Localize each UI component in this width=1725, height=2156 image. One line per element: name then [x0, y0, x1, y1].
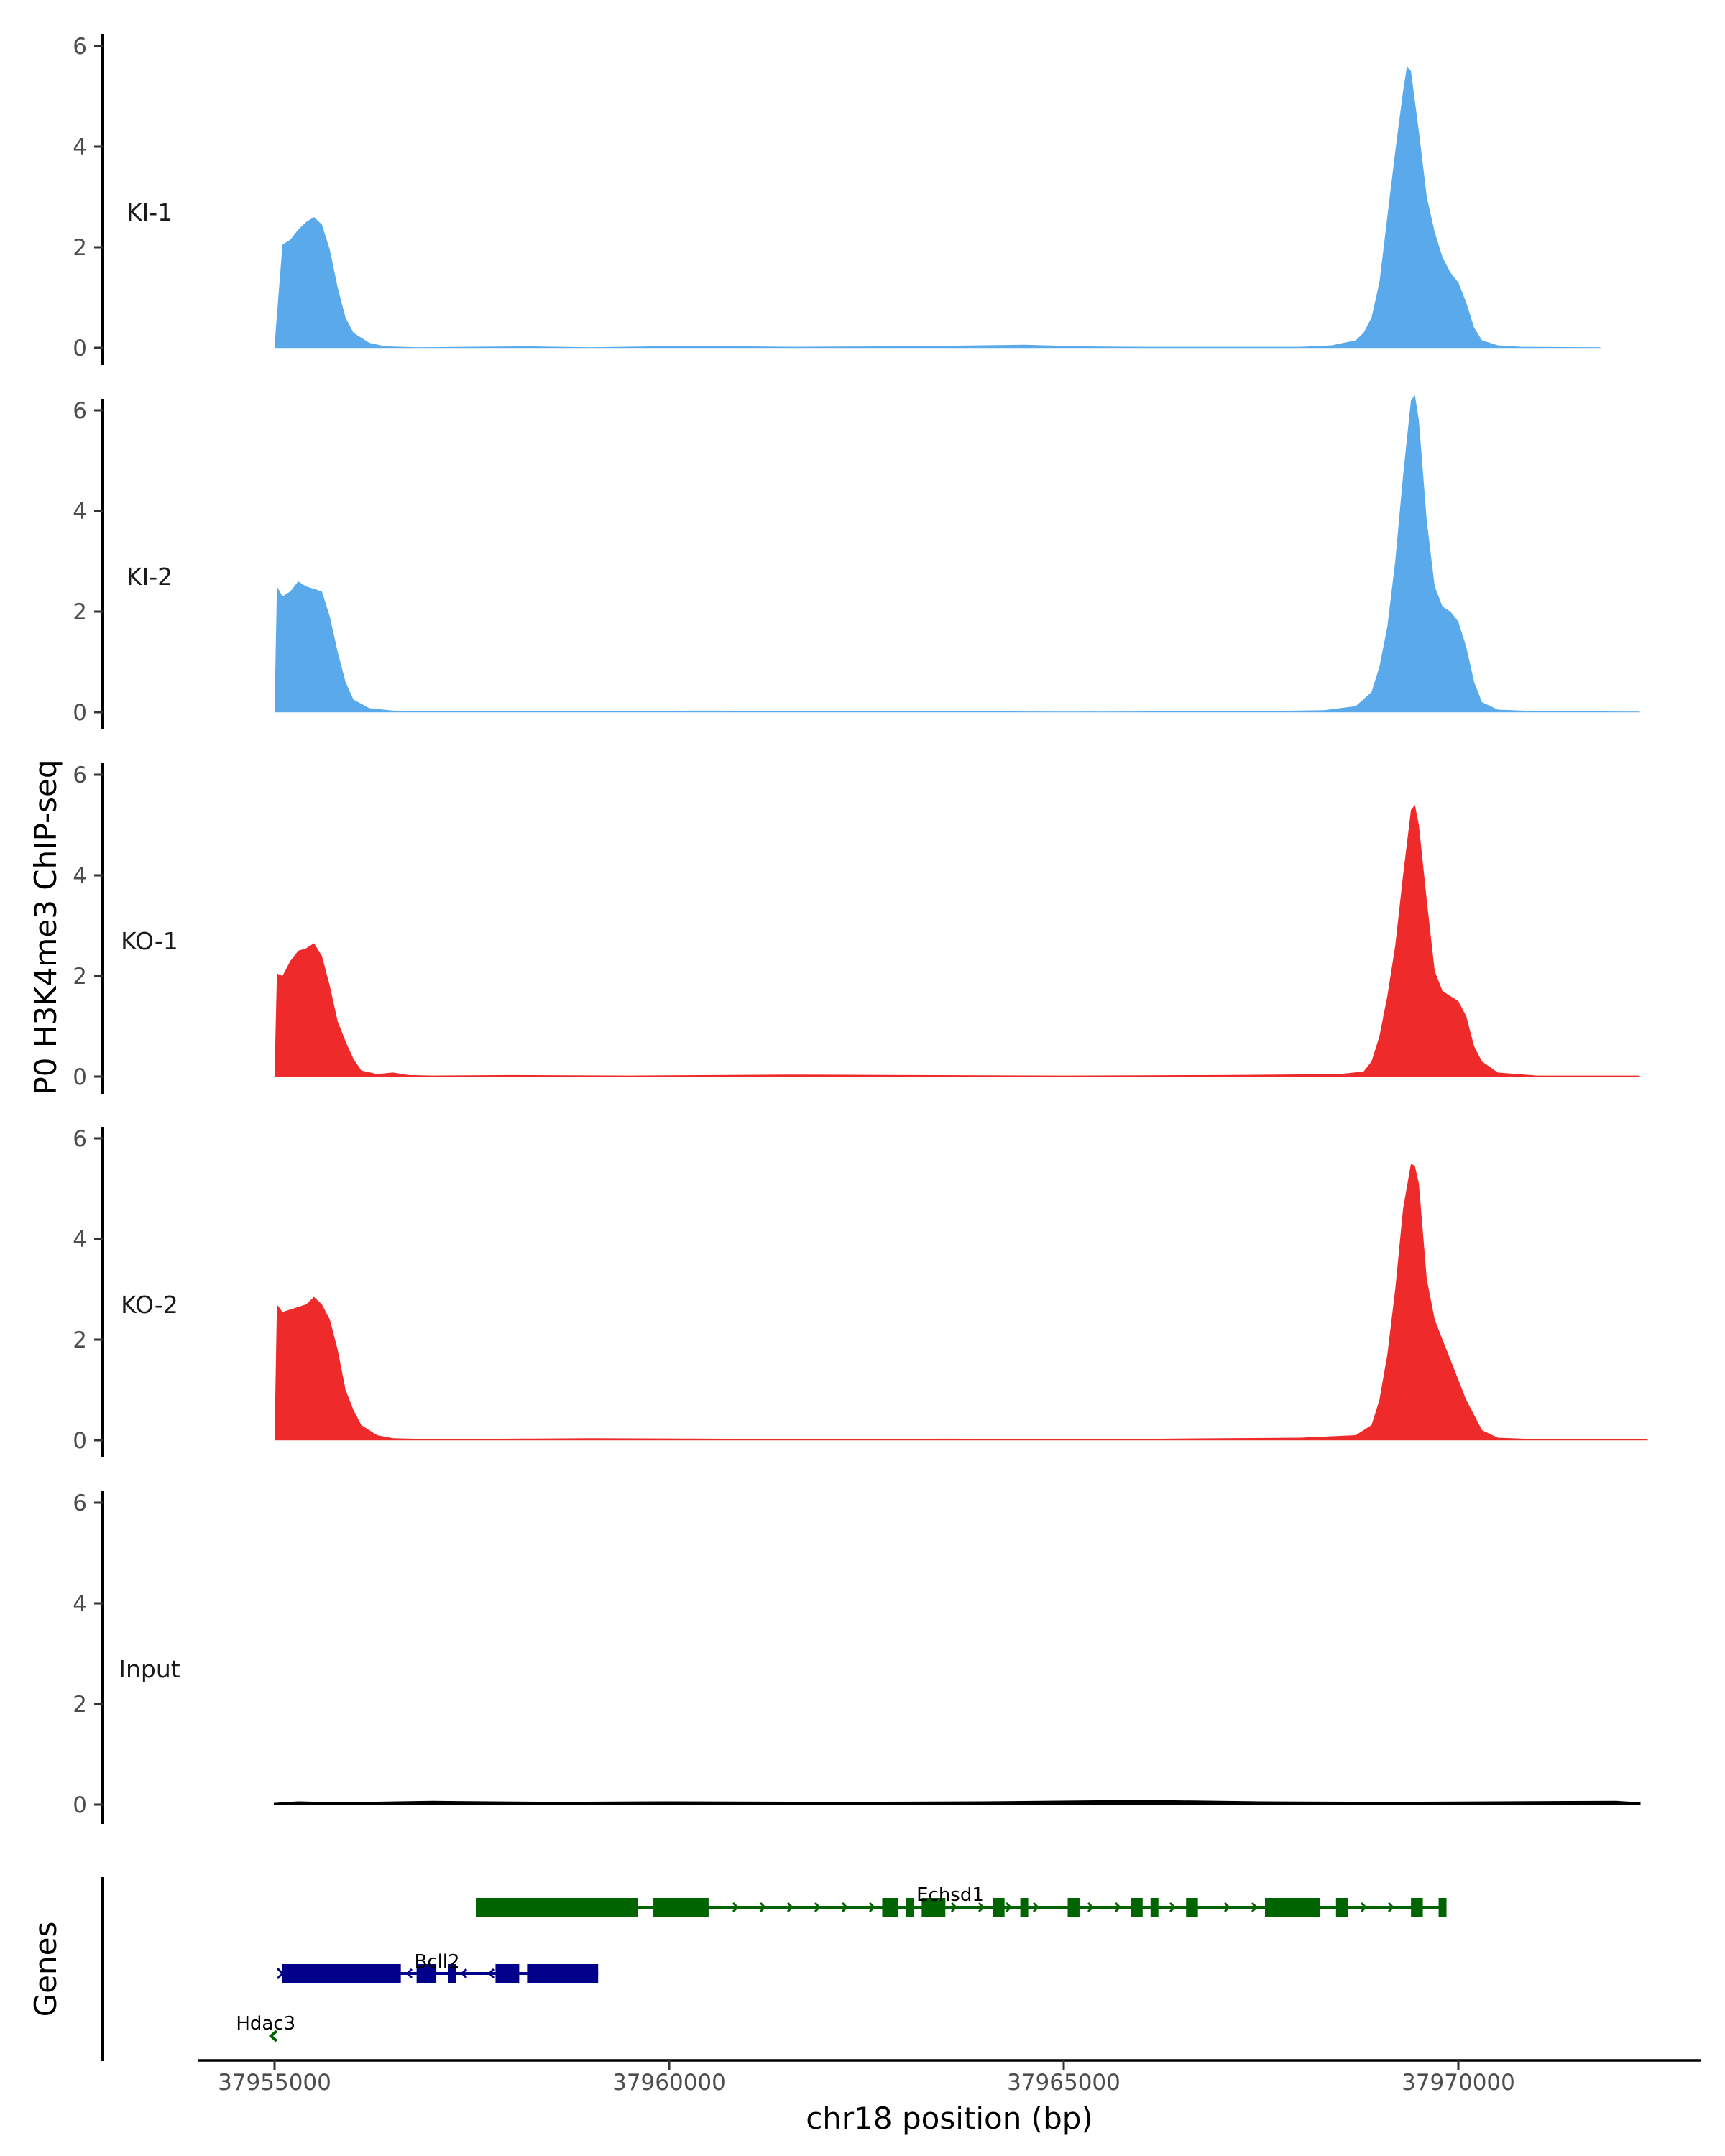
exon — [448, 1964, 456, 1983]
gene-label: Hdac3 — [236, 2013, 295, 2035]
signal-area — [275, 66, 1601, 348]
strand-arrow — [1251, 1902, 1259, 1913]
strand-arrow — [978, 1902, 985, 1913]
exon — [475, 1898, 638, 1917]
track-ko-2: 0 2 4 6 KO-2 — [73, 1126, 1648, 1457]
exon — [1067, 1898, 1080, 1917]
y-tick-label: 4 — [73, 134, 87, 160]
genes-label: Genes — [28, 1922, 63, 2017]
strand-arrow — [1223, 1902, 1231, 1913]
y-tick-label: 0 — [73, 700, 87, 726]
exon — [921, 1898, 946, 1917]
y-tick-label: 4 — [73, 863, 87, 889]
x-tick-label: 37965000 — [1007, 2070, 1121, 2096]
strand-arrow — [1005, 1902, 1013, 1913]
y-tick-label: 0 — [73, 336, 87, 361]
strand-arrow — [759, 1902, 767, 1913]
strand-arrow — [868, 1902, 876, 1913]
strand-arrow — [950, 1902, 958, 1913]
y-tick-label: 2 — [73, 1327, 87, 1353]
strand-arrow — [276, 1967, 285, 1980]
gene-models: Echsd1 Bcll2 Hdac3 — [236, 1884, 1447, 2042]
x-axis: 37955000 37960000 37965000 37970000 chr18 p… — [198, 2059, 1701, 2136]
gene-echsd1: Echsd1 — [475, 1884, 1447, 1917]
x-ticks: 37955000 37960000 37965000 37970000 — [218, 2060, 1515, 2096]
track-label: KO-2 — [121, 1291, 178, 1319]
tracks: 0 2 4 6 KI-1 0 2 4 6 KI-2 0 2 4 6 KO-1 0 2 4 6 KO-2 0 2 4 6 Inpu… — [73, 34, 1648, 1824]
y-tick-label: 2 — [73, 964, 87, 990]
y-tick-label: 2 — [73, 1692, 87, 1718]
y-tick-label: 6 — [73, 398, 87, 424]
exon — [1150, 1898, 1159, 1917]
y-tick-label: 6 — [73, 763, 87, 788]
y-tick-label: 4 — [73, 499, 87, 525]
strand-arrow — [841, 1902, 849, 1913]
exon — [495, 1964, 520, 1983]
exon — [416, 1964, 437, 1983]
strand-arrow — [814, 1902, 822, 1913]
strand-arrow — [1114, 1902, 1122, 1913]
y-tick-label: 2 — [73, 599, 87, 625]
strand-arrow — [1360, 1902, 1368, 1913]
exon — [1335, 1898, 1348, 1917]
signal-area — [275, 805, 1640, 1077]
strand-arrow — [487, 1968, 495, 1979]
x-axis-title: chr18 position (bp) — [806, 2101, 1093, 2136]
exon — [1264, 1898, 1320, 1917]
y-axis-title: P0 H3K4me3 ChIP-seq — [28, 759, 63, 1095]
track-label: Input — [119, 1655, 180, 1683]
exon — [906, 1898, 914, 1917]
x-tick-label: 37970000 — [1402, 2070, 1515, 2096]
exon — [527, 1964, 599, 1983]
y-tick-label: 0 — [73, 1792, 87, 1818]
strand-arrow — [460, 1968, 468, 1979]
strand-arrow — [786, 1902, 794, 1913]
track-ki-2: 0 2 4 6 KI-2 — [73, 395, 1640, 729]
signal-area — [274, 1800, 1641, 1805]
strand-arrow — [1387, 1902, 1395, 1913]
exon — [1186, 1898, 1198, 1917]
y-tick-label: 6 — [73, 34, 87, 60]
track-label: KI-2 — [126, 563, 172, 591]
signal-area — [275, 1164, 1648, 1440]
strand-arrow — [268, 2030, 278, 2042]
track-input: 0 2 4 6 Input — [73, 1491, 1641, 1824]
track-label: KI-1 — [126, 198, 172, 226]
y-tick-label: 2 — [73, 235, 87, 261]
y-tick-label: 6 — [73, 1491, 87, 1516]
track-ko-1: 0 2 4 6 KO-1 — [73, 763, 1640, 1094]
y-tick-label: 0 — [73, 1428, 87, 1454]
track-label: KO-1 — [121, 927, 178, 955]
track-ki-1: 0 2 4 6 KI-1 — [73, 34, 1601, 365]
strand-arrow — [1087, 1902, 1095, 1913]
exon — [882, 1898, 898, 1917]
exon — [282, 1964, 401, 1983]
exon — [993, 1898, 1005, 1917]
exon — [1020, 1898, 1029, 1917]
gene-hdac3: Hdac3 — [236, 2013, 295, 2042]
x-tick-label: 37960000 — [612, 2070, 726, 2096]
strand-arrow — [732, 1902, 740, 1913]
strand-arrow — [1169, 1902, 1177, 1913]
y-tick-label: 6 — [73, 1126, 87, 1152]
exon — [1411, 1898, 1423, 1917]
y-tick-label: 4 — [73, 1227, 87, 1253]
genes-panel: Genes Echsd1 Bcll2 Hdac3 — [28, 1877, 1447, 2061]
gene-label: Bcll2 — [414, 1951, 459, 1973]
y-tick-label: 4 — [73, 1591, 87, 1617]
x-tick-label: 37955000 — [218, 2070, 331, 2096]
signal-area — [275, 395, 1640, 712]
strand-arrow — [1032, 1902, 1040, 1913]
exon — [653, 1898, 709, 1917]
y-tick-label: 0 — [73, 1064, 87, 1090]
exon — [1438, 1898, 1447, 1917]
exon — [1131, 1898, 1143, 1917]
strand-arrow — [405, 1968, 413, 1979]
gene-label: Echsd1 — [916, 1884, 984, 1906]
gene-bcll2: Bcll2 — [276, 1951, 599, 1983]
